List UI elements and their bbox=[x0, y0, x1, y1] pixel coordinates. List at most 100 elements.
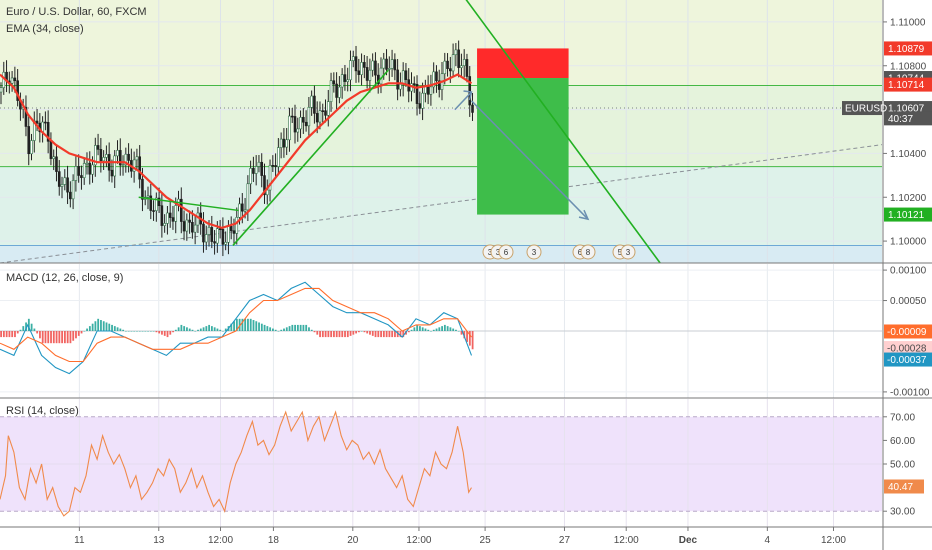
macd-grid bbox=[0, 264, 882, 398]
candle bbox=[110, 159, 114, 183]
event-group-1[interactable]: 3 bbox=[526, 244, 542, 260]
rsi-axis[interactable]: 70.00 60.00 50.00 30.00 40.47 bbox=[883, 412, 924, 518]
dashed-trendline[interactable] bbox=[0, 144, 883, 264]
wedge-line[interactable] bbox=[138, 196, 239, 212]
macd-histogram-bar bbox=[344, 331, 346, 338]
down-trendline[interactable] bbox=[463, 0, 661, 264]
macd-histogram-bar bbox=[75, 331, 77, 339]
flag-icon[interactable] bbox=[580, 244, 596, 260]
macd-histogram-bar bbox=[202, 327, 205, 331]
rsi-value-tag[interactable] bbox=[884, 479, 924, 494]
trend-drawings[interactable] bbox=[138, 0, 661, 264]
candle-body bbox=[238, 203, 241, 218]
candle-body bbox=[35, 120, 39, 124]
price-label-5-tag[interactable] bbox=[884, 207, 932, 222]
macd-histogram-bar bbox=[205, 326, 208, 331]
candle bbox=[296, 117, 300, 142]
candle bbox=[252, 156, 255, 183]
macd-indicator-label[interactable]: MACD (12, 26, close, 9) bbox=[6, 272, 123, 284]
ema-indicator-label[interactable]: EMA (34, close) bbox=[6, 23, 84, 35]
candle-body bbox=[207, 227, 211, 235]
flag-icon[interactable] bbox=[498, 244, 514, 260]
price-label-2: 1.10714 bbox=[888, 80, 925, 91]
candle-body bbox=[102, 157, 105, 162]
forecast-up-arrow[interactable] bbox=[454, 91, 473, 111]
candle-body bbox=[257, 161, 261, 167]
symbol-tag-bg[interactable] bbox=[842, 101, 882, 116]
candle-body bbox=[274, 165, 277, 167]
candle-body bbox=[324, 110, 327, 116]
macd-value-tag-0[interactable] bbox=[884, 324, 932, 339]
candle bbox=[60, 176, 64, 199]
rsi-indicator-label[interactable]: RSI (14, close) bbox=[6, 405, 79, 417]
macd-tick-label: -0.00100 bbox=[890, 387, 930, 398]
candle bbox=[229, 216, 233, 240]
macd-histogram-bar bbox=[100, 320, 102, 331]
candle-body bbox=[368, 69, 372, 81]
macd-value-tag-1[interactable] bbox=[884, 341, 932, 356]
candle bbox=[249, 160, 252, 195]
symbol-tag: EURUSD bbox=[845, 104, 887, 115]
macd-histogram-bar bbox=[72, 331, 75, 341]
candle-body bbox=[363, 62, 366, 68]
price-label-2-tag[interactable] bbox=[884, 77, 932, 92]
candle-body bbox=[99, 149, 103, 162]
ema-line bbox=[0, 73, 473, 230]
price-label-0-tag[interactable] bbox=[884, 41, 932, 56]
candle-body bbox=[271, 165, 275, 167]
macd-pane[interactable]: MACD (12, 26, close, 9) bbox=[0, 264, 882, 398]
price-axis[interactable]: 1.110001.108001.106001.104001.102001.100… bbox=[842, 17, 932, 248]
long-position-tool[interactable] bbox=[477, 48, 569, 215]
candle-body bbox=[241, 203, 244, 212]
forecast-arrowhead[interactable] bbox=[578, 209, 590, 221]
forecast-arrowhead-up[interactable] bbox=[463, 90, 473, 101]
macd-histogram-bar bbox=[357, 331, 360, 333]
forecast-down-arrow[interactable] bbox=[470, 100, 589, 220]
candle-body bbox=[249, 168, 252, 185]
macd-histogram-bar bbox=[50, 331, 52, 344]
flag-icon[interactable] bbox=[526, 244, 542, 260]
candle-body bbox=[188, 219, 191, 223]
macd-histogram-bar bbox=[180, 324, 183, 331]
candle-body bbox=[446, 60, 449, 69]
candle-body bbox=[429, 86, 433, 95]
macd-histogram-bar bbox=[30, 323, 33, 331]
macd-histogram-bar bbox=[125, 331, 127, 332]
price-grid bbox=[0, 0, 882, 263]
macd-histogram-bar bbox=[39, 331, 41, 339]
take-profit-zone[interactable] bbox=[477, 78, 569, 215]
macd-histogram-bar bbox=[435, 328, 438, 331]
price-label-4-tag[interactable] bbox=[884, 111, 932, 126]
macd-histogram-bar bbox=[260, 323, 263, 331]
candle bbox=[218, 219, 222, 239]
time-axis[interactable]: 11 13 12:00 18 20 12:00 25 27 12:00 Dec 4 12:00 bbox=[74, 527, 846, 546]
candle-body bbox=[357, 70, 361, 75]
candle bbox=[66, 165, 69, 205]
stop-loss-zone[interactable] bbox=[477, 48, 569, 79]
candle-body bbox=[193, 224, 197, 233]
candle bbox=[24, 95, 28, 137]
candle bbox=[346, 67, 349, 92]
flag-icon[interactable] bbox=[620, 244, 636, 260]
candle bbox=[204, 225, 208, 250]
macd-value-tag-2[interactable] bbox=[884, 352, 932, 367]
candle bbox=[94, 137, 97, 177]
candle bbox=[360, 53, 363, 86]
candle-body bbox=[63, 177, 67, 185]
macd-histogram-bar bbox=[55, 331, 58, 344]
candle bbox=[55, 145, 58, 182]
candle-body bbox=[235, 217, 239, 234]
up-trendline[interactable] bbox=[232, 69, 389, 246]
macd-histogram-bar bbox=[233, 321, 235, 331]
macd-histogram-bar bbox=[219, 329, 222, 331]
candle-body bbox=[141, 178, 144, 200]
macd-axis[interactable]: 0.00100 0.00050 -0.00100 -0.00009 -0.00028-0… bbox=[883, 266, 932, 399]
rsi-pane[interactable]: RSI (14, close) bbox=[0, 399, 882, 527]
